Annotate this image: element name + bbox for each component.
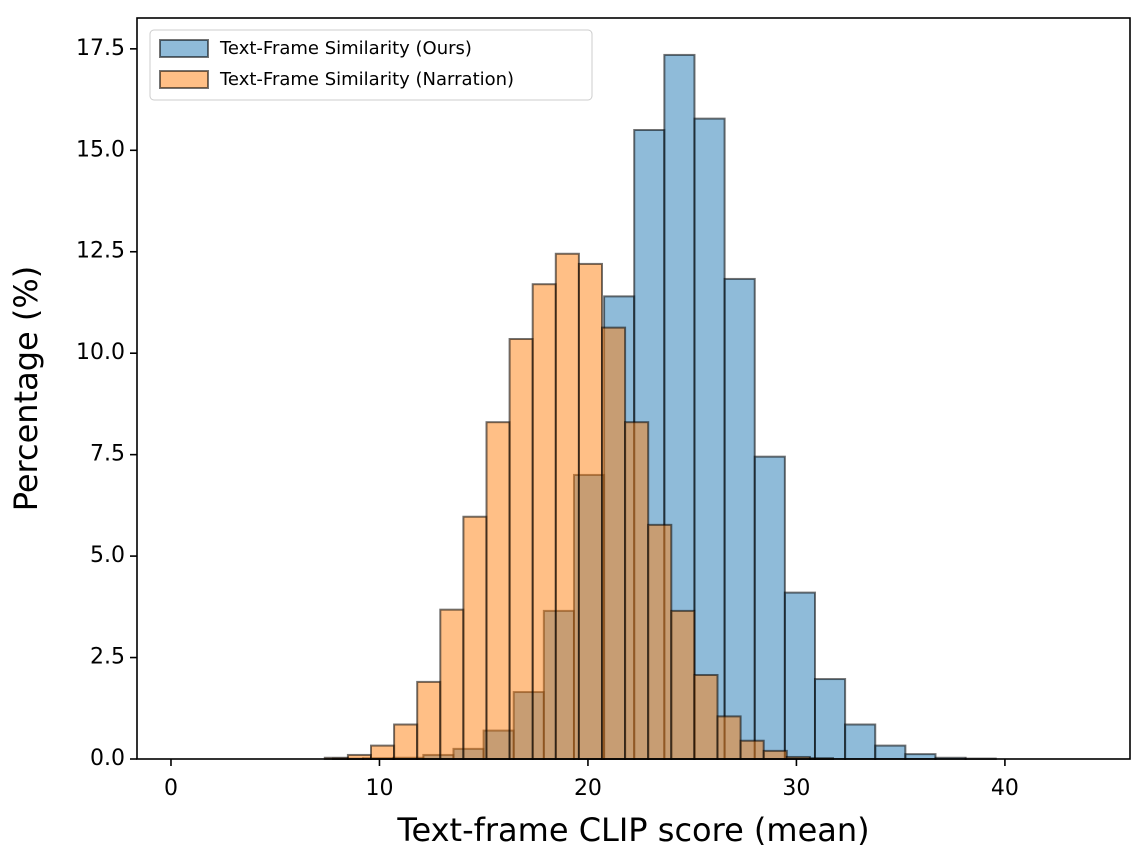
x-tick-label: 20 xyxy=(574,776,602,801)
y-tick-label: 12.5 xyxy=(76,239,125,264)
legend-label: Text-Frame Similarity (Ours) xyxy=(219,38,472,59)
histogram-bar xyxy=(462,515,488,760)
histogram-bar xyxy=(693,673,719,760)
x-axis-label: Text-frame CLIP score (mean) xyxy=(396,811,869,849)
x-tick-label: 0 xyxy=(164,776,178,801)
histogram-bar xyxy=(508,337,534,760)
y-tick-label: 10.0 xyxy=(76,340,125,365)
histogram-bar xyxy=(370,744,396,761)
histogram-bar xyxy=(762,749,788,761)
y-tick-label: 15.0 xyxy=(76,137,125,162)
legend-swatch xyxy=(159,70,209,89)
y-tick-label: 5.0 xyxy=(90,543,125,568)
legend-box xyxy=(149,29,593,101)
y-tick-label: 7.5 xyxy=(90,442,125,467)
histogram-bar xyxy=(600,326,627,760)
plot-frame xyxy=(136,17,1131,760)
histogram-bar xyxy=(723,277,756,760)
x-tick-label: 10 xyxy=(365,776,393,801)
histogram-bar xyxy=(844,723,877,761)
histogram-bar xyxy=(874,744,907,761)
histogram-bar xyxy=(739,739,765,760)
y-tick-label: 0.0 xyxy=(90,746,125,771)
histogram-bar xyxy=(753,455,786,760)
histogram-bar xyxy=(670,609,696,760)
histogram-bar xyxy=(393,723,419,761)
histogram-bar xyxy=(716,715,742,760)
histogram-bar xyxy=(693,117,726,760)
histogram-bar xyxy=(813,678,847,760)
histogram-bar xyxy=(647,523,673,760)
histogram-bar xyxy=(531,283,557,760)
histogram-bar xyxy=(624,421,650,760)
legend-swatch xyxy=(159,39,209,58)
x-tick-label: 30 xyxy=(782,776,810,801)
histogram-bar xyxy=(554,252,580,760)
legend-label: Text-Frame Similarity (Narration) xyxy=(219,69,514,90)
histogram-bar xyxy=(485,421,511,760)
histogram-bar xyxy=(439,608,465,761)
histogram-bar xyxy=(783,591,816,760)
histogram-bar xyxy=(577,262,603,760)
y-tick-label: 17.5 xyxy=(76,36,125,61)
y-axis-label: Percentage (%) xyxy=(7,266,45,512)
x-tick-label: 40 xyxy=(991,776,1019,801)
y-tick-label: 2.5 xyxy=(90,645,125,670)
histogram-bar xyxy=(416,680,442,760)
